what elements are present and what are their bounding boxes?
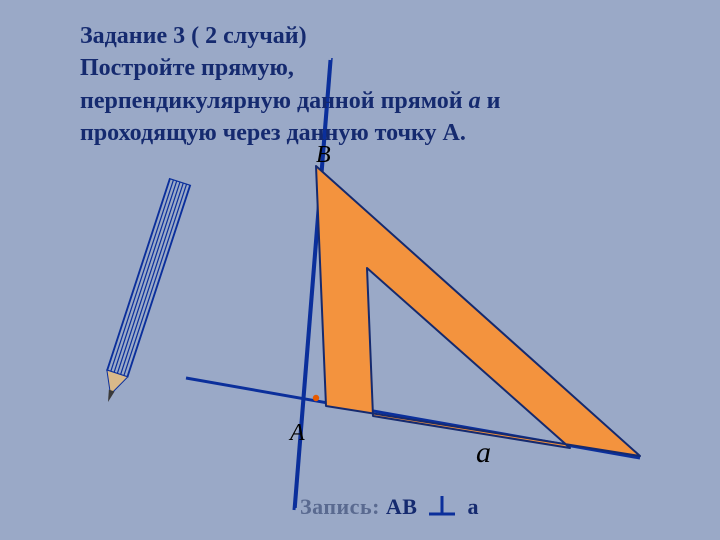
notation-footer: Запись: АВ а	[300, 494, 479, 522]
footer-segment: АВ	[386, 494, 418, 519]
line-name-a: a	[469, 88, 481, 114]
body-line-1: Постройте прямую,	[80, 55, 294, 81]
title-line: Задание 3 ( 2 случай)	[80, 23, 307, 49]
body-line-2b: и	[481, 88, 501, 114]
body-line-2a: перпендикулярную данной прямой	[80, 88, 469, 114]
body-line-3: проходящую через данную точку А.	[80, 120, 466, 146]
perpendicular-icon	[427, 494, 457, 522]
set-square-icon	[316, 166, 640, 456]
point-a	[313, 395, 319, 401]
geom-label: A	[288, 420, 305, 446]
geom-label: a	[476, 436, 491, 469]
pencil-icon	[98, 179, 191, 406]
footer-prefix: Запись:	[300, 494, 386, 519]
footer-line-name: а	[467, 494, 479, 519]
task-heading: Задание 3 ( 2 случай) Постройте прямую, …	[80, 20, 680, 150]
